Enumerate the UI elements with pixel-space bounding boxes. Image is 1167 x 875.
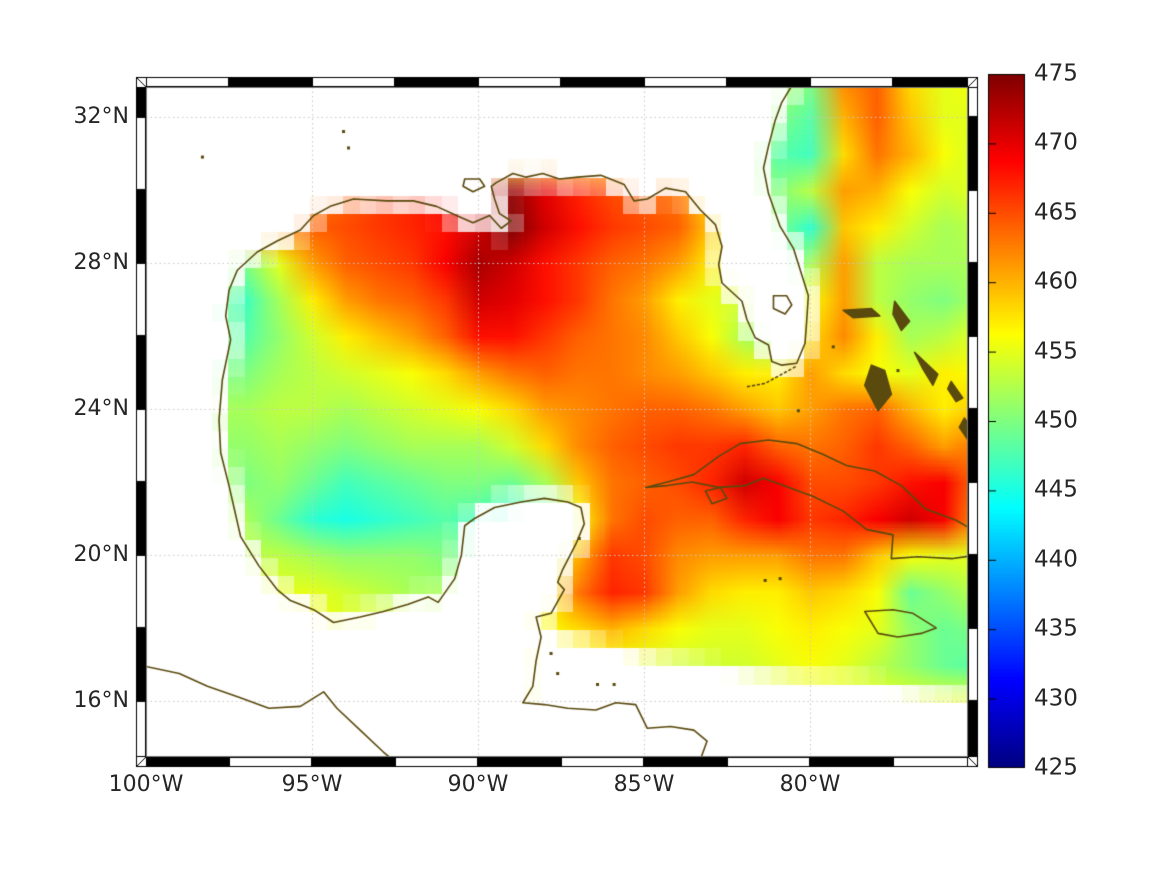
x-tick-label: 85°W	[613, 772, 675, 797]
colorbar-tick-label: 425	[1034, 754, 1078, 781]
colorbar-tick-label: 445	[1034, 476, 1078, 503]
y-tick-label: 28°N	[73, 249, 129, 275]
colorbar-tick-label: 435	[1034, 615, 1078, 642]
y-tick-label: 24°N	[73, 395, 129, 421]
colorbar-tick-label: 450	[1034, 407, 1078, 434]
x-tick-label: 95°W	[281, 772, 343, 797]
colorbar-tick-label: 455	[1034, 338, 1078, 365]
y-tick-label: 20°N	[73, 541, 129, 567]
colorbar-tick-label: 470	[1034, 129, 1078, 156]
colorbar-tick-label: 465	[1034, 199, 1078, 226]
x-tick-label: 90°W	[447, 772, 509, 797]
colorbar-tick-label: 475	[1034, 60, 1078, 87]
x-tick-label: 100°W	[108, 772, 184, 797]
colorbar-tick-label: 460	[1034, 268, 1078, 295]
x-tick-label: 80°W	[779, 772, 841, 797]
y-tick-label: 32°N	[73, 103, 129, 129]
colorbar-tick-label: 430	[1034, 685, 1078, 712]
colorbar-tick-label: 440	[1034, 546, 1078, 573]
y-tick-label: 16°N	[73, 687, 129, 713]
